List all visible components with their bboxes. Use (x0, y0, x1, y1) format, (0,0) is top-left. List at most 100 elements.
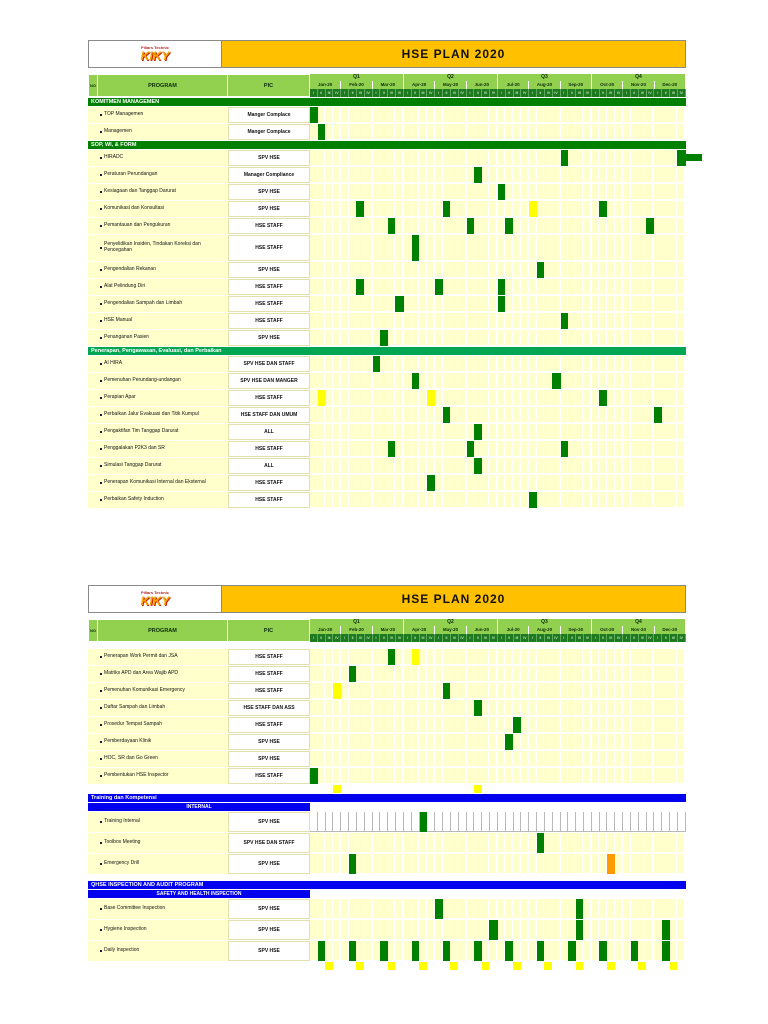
week-cell (505, 279, 514, 295)
week-cell (568, 920, 576, 940)
no-cell (88, 683, 98, 699)
week-cell (536, 279, 545, 295)
week-cell (520, 235, 530, 261)
week-cell (677, 390, 686, 406)
week-cell (310, 899, 318, 919)
week-cell (591, 734, 600, 750)
program-row: Penggalakan P2K3 dan SR HSE STAFF (88, 441, 686, 457)
week-cell (497, 313, 506, 329)
week-cell (497, 899, 506, 919)
week-cell (654, 768, 663, 784)
no-cell (88, 218, 98, 234)
week-cell (591, 150, 600, 166)
program-row: Pemenuhan Perundang-undangan SPV HSE DAN … (88, 373, 686, 389)
no-cell (88, 124, 98, 140)
row-marker-icon (100, 673, 102, 675)
week-cell (568, 330, 576, 346)
schedule-mark (568, 941, 576, 961)
no-cell (88, 235, 98, 261)
week-cell (387, 475, 396, 491)
week-cell (645, 854, 655, 874)
week-cell (645, 899, 655, 919)
week-cell (489, 734, 498, 750)
week-cell (387, 124, 396, 140)
week-cell (419, 262, 427, 278)
week-cell (395, 201, 404, 217)
schedule-mark (606, 854, 615, 874)
program-label: Komunikasi dan Konsultasi (104, 205, 165, 212)
week-cell (614, 492, 624, 508)
no-cell (88, 920, 98, 940)
week-cell (654, 124, 663, 140)
week-cell (583, 150, 592, 166)
week-cell (591, 854, 600, 874)
week-cell (591, 683, 600, 699)
week-cell (497, 812, 506, 832)
week-cell (341, 962, 349, 970)
week-cell (419, 717, 427, 733)
week-cell (419, 167, 427, 183)
program-cell: Pemenuhan Perundang-undangan (98, 373, 228, 389)
week-cell (551, 717, 561, 733)
week-cell (623, 833, 631, 853)
week-cell (654, 785, 662, 793)
week-cell (426, 683, 436, 699)
schedule-mark (662, 941, 670, 961)
week-cell (411, 441, 420, 457)
schedule-mark (466, 218, 475, 234)
week-cell (513, 184, 521, 200)
week-cell (576, 785, 584, 793)
week-cell (387, 424, 396, 440)
schedule-mark (529, 201, 537, 217)
schedule-mark (560, 150, 569, 166)
pic-cell: SPV HSE DAN MANGER (228, 373, 310, 389)
program-label: Penyelidikan Insiden, Tindakan Koreksi d… (104, 241, 201, 253)
week-cell (583, 184, 592, 200)
week-cell (662, 262, 670, 278)
schedule-mark (599, 390, 607, 406)
week-cell (325, 218, 333, 234)
week-cell (317, 899, 326, 919)
week-cell (592, 785, 600, 793)
week-cell (325, 899, 333, 919)
week-cell (645, 279, 655, 295)
week-cell (356, 150, 365, 166)
week-cell (310, 717, 318, 733)
week-cell (583, 124, 592, 140)
week-cell (466, 475, 475, 491)
quarter-label: Q2 (404, 619, 498, 626)
week-cell (520, 124, 530, 140)
week-cell (426, 373, 436, 389)
week-cell (481, 235, 490, 261)
week-cell (614, 407, 624, 423)
week-cell (481, 356, 490, 372)
week-cell (568, 296, 576, 312)
week-cell (544, 941, 552, 961)
week-cell (606, 666, 615, 682)
program-label: Peraturan Perundangan (104, 171, 158, 178)
week-cell (348, 700, 357, 716)
week-cell (520, 854, 530, 874)
week-cell (544, 649, 552, 665)
week-cell (380, 313, 388, 329)
week-cell (497, 356, 506, 372)
week-cell (419, 458, 427, 474)
week-cell (560, 279, 569, 295)
week-cell (606, 330, 615, 346)
schedule-mark (442, 407, 451, 423)
week-cell (591, 666, 600, 682)
week-cell (662, 407, 670, 423)
week-cell (607, 812, 616, 832)
week-cell (662, 751, 670, 767)
week-cell (599, 768, 607, 784)
week-cell (560, 941, 569, 961)
pic-cell: SPV HSE (228, 751, 310, 767)
week-cell (474, 373, 482, 389)
week-cell (372, 296, 381, 312)
week-cell (677, 441, 686, 457)
week-label: I (529, 89, 538, 97)
schedule-mark (387, 962, 396, 970)
week-cell (497, 492, 506, 508)
week-cell (551, 296, 561, 312)
week-cell (364, 734, 373, 750)
